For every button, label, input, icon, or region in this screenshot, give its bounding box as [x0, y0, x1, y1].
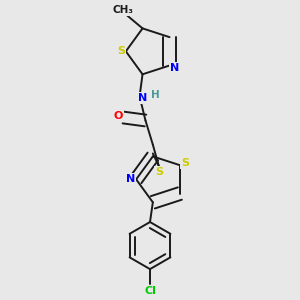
Text: N: N: [138, 93, 147, 103]
Text: S: S: [117, 46, 125, 56]
Text: S: S: [181, 158, 189, 168]
Text: S: S: [155, 167, 163, 177]
Text: N: N: [126, 174, 136, 184]
Text: O: O: [113, 111, 123, 121]
Text: N: N: [170, 63, 179, 73]
Text: Cl: Cl: [144, 286, 156, 296]
Text: CH₃: CH₃: [112, 5, 133, 15]
Text: H: H: [152, 90, 160, 100]
